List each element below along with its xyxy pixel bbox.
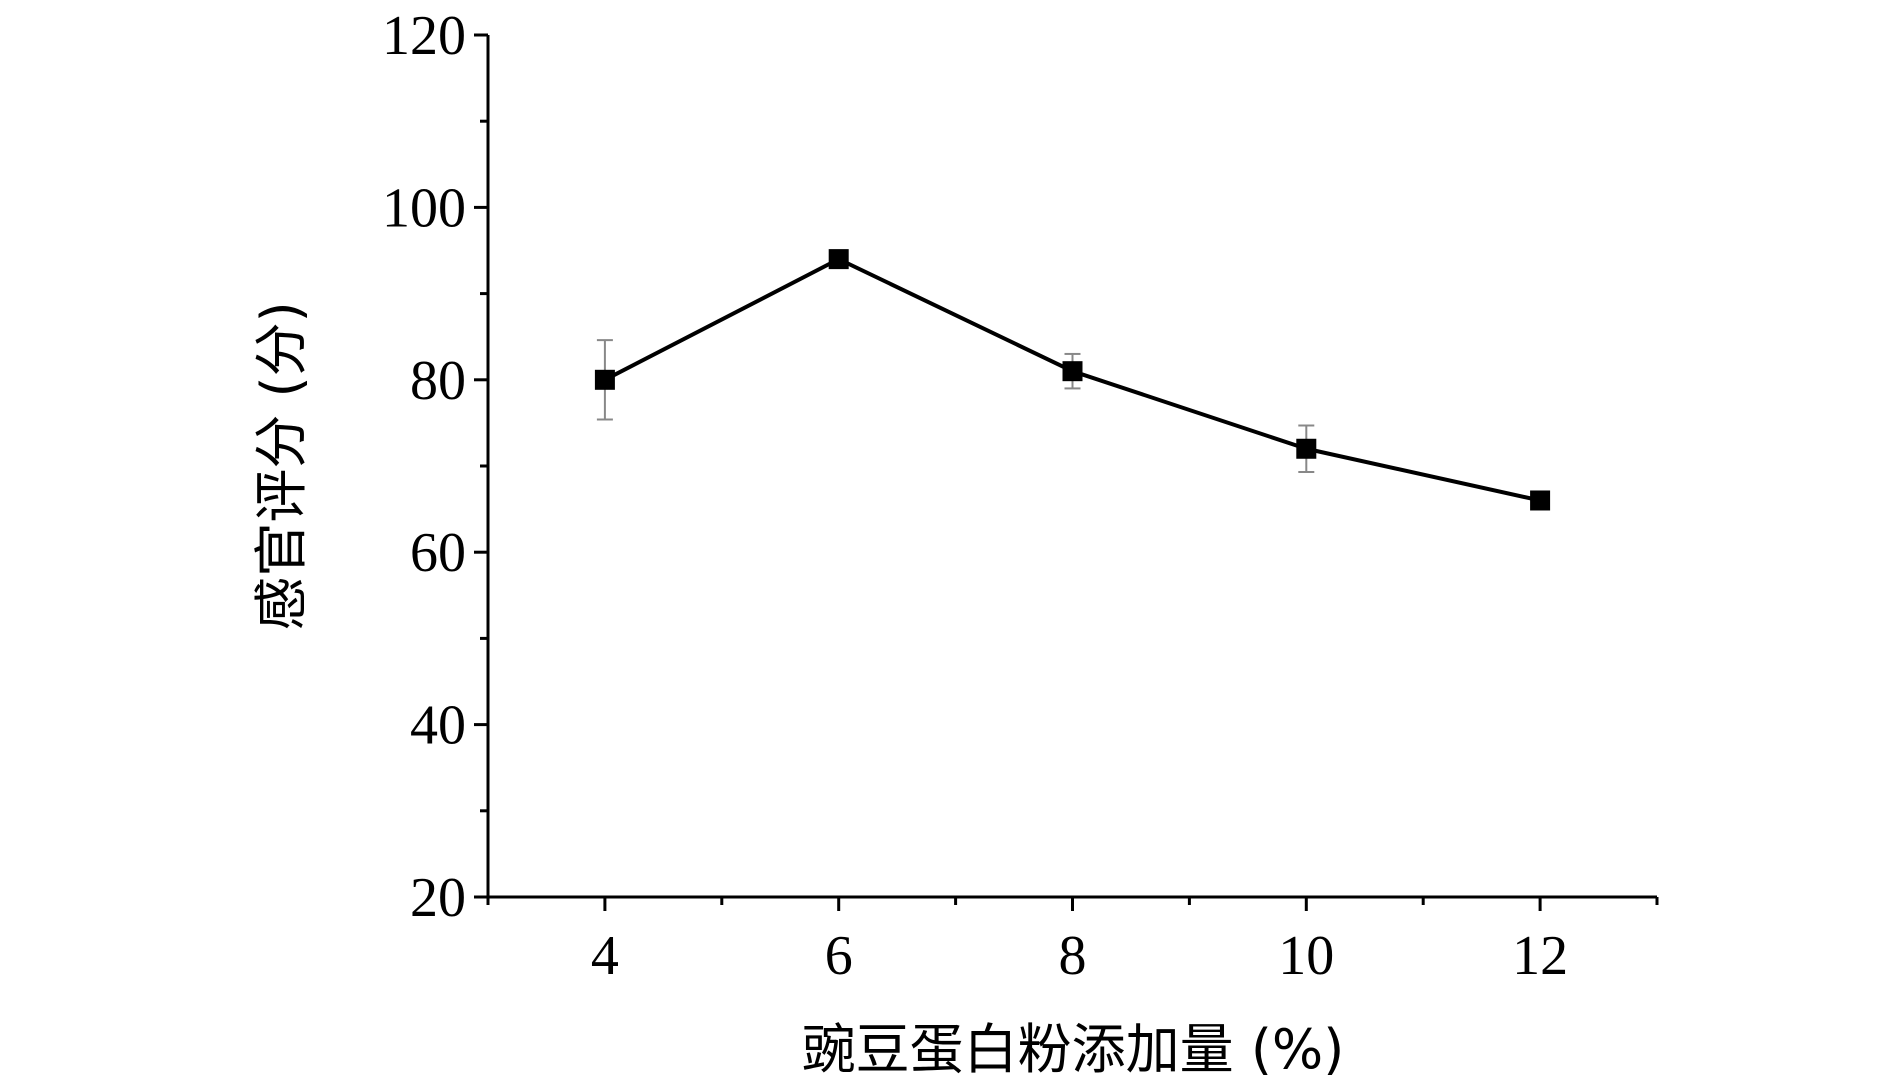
series-layer: [594, 249, 1551, 511]
y-ticks: 20 40 60 80 100 120: [382, 5, 488, 929]
x-tick-label: 12: [1512, 925, 1568, 987]
y-tick-label: 20: [410, 867, 466, 929]
y-tick-label: 120: [382, 5, 466, 67]
data-point: [1062, 361, 1083, 382]
y-tick-label: 80: [410, 350, 466, 412]
y-tick-label: 40: [410, 695, 466, 757]
x-tick-label: 6: [825, 925, 853, 987]
axes: [486, 35, 1657, 899]
y-tick-label: 60: [410, 522, 466, 584]
y-tick-label: 100: [382, 177, 466, 239]
data-point: [1530, 490, 1551, 511]
x-ticks: 4 6 8 10 12: [486, 897, 1659, 987]
x-tick-label: 8: [1059, 925, 1087, 987]
x-axis-title: 豌豆蛋白粉添加量 (%): [802, 1018, 1345, 1081]
x-tick-label: 10: [1278, 925, 1334, 987]
data-point: [1296, 438, 1317, 459]
y-axis-title: 感官评分 (分): [250, 301, 313, 630]
data-point: [828, 249, 849, 270]
x-tick-label: 4: [591, 925, 619, 987]
data-point: [594, 369, 615, 390]
